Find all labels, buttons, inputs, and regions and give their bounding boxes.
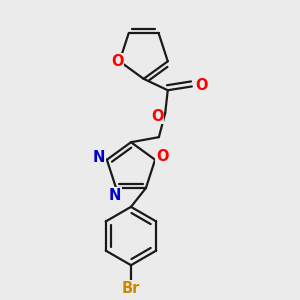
Text: N: N xyxy=(109,188,121,203)
Text: O: O xyxy=(195,78,208,93)
Text: N: N xyxy=(93,150,105,165)
Text: O: O xyxy=(111,54,123,69)
Text: O: O xyxy=(156,149,168,164)
Text: Br: Br xyxy=(122,281,140,296)
Text: O: O xyxy=(151,109,163,124)
